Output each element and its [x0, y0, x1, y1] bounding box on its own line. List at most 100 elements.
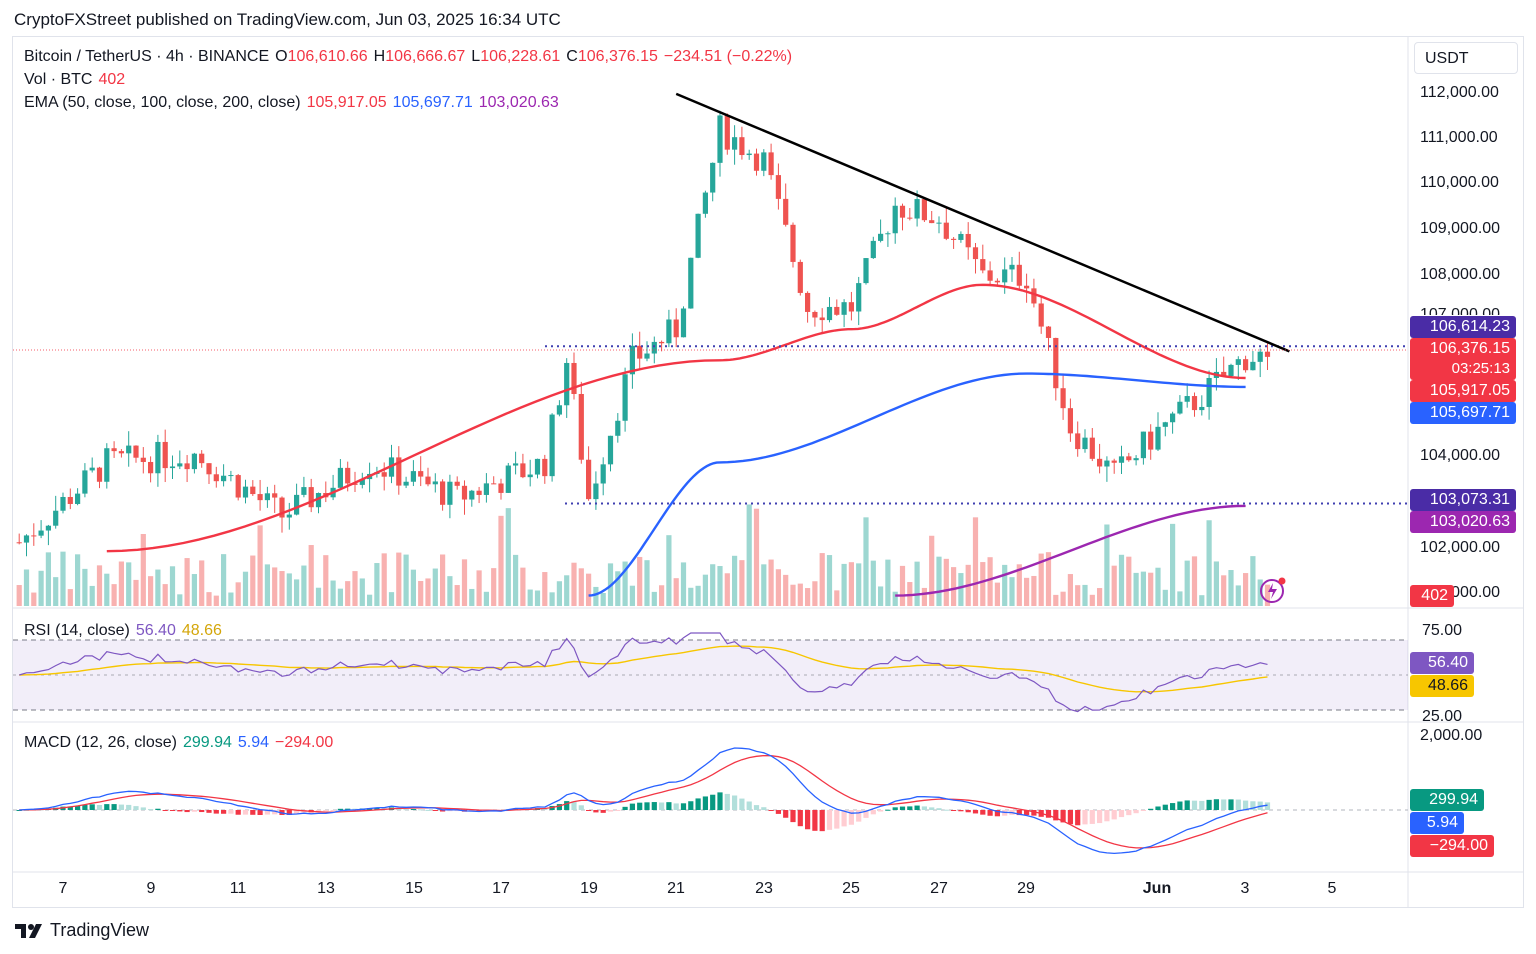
- volume-bar: [958, 573, 964, 606]
- candle-body: [1060, 388, 1066, 409]
- candle-body: [279, 497, 285, 518]
- volume-bar: [491, 568, 497, 606]
- macd-histogram-bar: [440, 810, 446, 812]
- volume-bar: [768, 559, 774, 606]
- candle-body: [1024, 285, 1030, 289]
- volume-bar: [1118, 554, 1125, 606]
- candle-body: [761, 152, 767, 171]
- macd-histogram-bar: [104, 804, 110, 810]
- tradingview-logo-icon: [15, 923, 42, 938]
- macd-histogram-bar: [1067, 810, 1073, 825]
- close-label: C: [566, 48, 578, 65]
- volume-bar: [1045, 552, 1052, 606]
- volume-bar: [987, 557, 993, 606]
- volume-bar: [118, 561, 124, 606]
- footer: TradingView: [14, 920, 149, 941]
- volume-bar: [805, 588, 811, 606]
- volume-bar: [1228, 570, 1234, 606]
- ema-label[interactable]: EMA (50, close, 100, close, 200, close): [24, 94, 301, 111]
- alert-icon[interactable]: [1260, 579, 1284, 603]
- volume-bar: [943, 558, 949, 606]
- macd-histogram-bar: [746, 801, 752, 810]
- macd-histogram-bar: [819, 810, 825, 832]
- macd-histogram-bar: [432, 810, 438, 811]
- volume-bar: [812, 581, 818, 606]
- macd-histogram-bar: [761, 807, 767, 810]
- volume-bar: [848, 562, 854, 606]
- macd-histogram-bar: [1118, 810, 1125, 818]
- macd-histogram-bar: [294, 810, 300, 814]
- macd-histogram-bar: [513, 808, 519, 810]
- volume-bar: [1060, 591, 1066, 606]
- volume-bar: [133, 579, 139, 606]
- macd-histogram-bar: [659, 802, 665, 810]
- candle-body: [16, 542, 22, 544]
- time-label: 15: [405, 880, 423, 897]
- rsi-label[interactable]: RSI (14, close): [24, 622, 130, 639]
- candle-body: [140, 457, 146, 462]
- volume-bar: [1213, 561, 1219, 606]
- candle-body: [622, 374, 628, 421]
- volume-bars: [16, 504, 1271, 606]
- macd-histogram-bar: [67, 806, 73, 810]
- macd-line: [19, 747, 1268, 855]
- price-tick: 110,000.00: [1420, 174, 1499, 191]
- macd-histogram-bar: [710, 794, 716, 810]
- volume-bar: [31, 592, 37, 606]
- volume-bar: [1148, 572, 1154, 606]
- volume-bar: [1264, 584, 1271, 606]
- ema50-line: [106, 283, 1246, 553]
- candle-body: [1067, 408, 1073, 434]
- macd-histogram-bar: [972, 810, 979, 814]
- macd-histogram-bar: [228, 810, 234, 814]
- time-label: 7: [58, 880, 68, 897]
- macd-histogram-bar: [615, 810, 621, 811]
- macd-histogram-bar: [841, 810, 847, 827]
- volume-bar: [425, 578, 431, 606]
- bar-countdown: 03:25:13: [1451, 360, 1510, 377]
- symbol-label[interactable]: Bitcoin / TetherUS · 4h · BINANCE: [24, 48, 270, 65]
- macd-hist-tag: 299.94: [1410, 789, 1484, 811]
- volume-bar: [469, 588, 475, 606]
- candle-body: [213, 474, 219, 482]
- macd-histogram-bar: [929, 807, 935, 810]
- macd-label[interactable]: MACD (12, 26, close): [24, 734, 177, 751]
- price-tick: 109,000.00: [1420, 220, 1501, 237]
- macd-histogram-bar: [1133, 810, 1139, 814]
- legend-ema: EMA (50, close, 100, close, 200, close) …: [24, 94, 559, 112]
- currency-selector[interactable]: USDT: [1414, 42, 1518, 74]
- candle-body: [797, 261, 803, 293]
- candle-body: [783, 198, 789, 225]
- candle-body: [126, 445, 132, 454]
- candle-body: [695, 213, 701, 258]
- macd-histogram-bar: [250, 810, 256, 815]
- macd-histogram-bar: [1060, 810, 1066, 823]
- volume-bar: [315, 587, 322, 606]
- volume-bar: [454, 585, 460, 606]
- time-label: 9: [146, 880, 156, 897]
- candle-body: [286, 514, 292, 518]
- macd-histogram-bar: [805, 810, 811, 830]
- volume-bar: [199, 560, 205, 606]
- candle-body: [1097, 458, 1103, 467]
- macd-histogram-bar: [1053, 810, 1059, 821]
- candle-body: [899, 205, 906, 218]
- volume-label[interactable]: Vol · BTC: [24, 71, 93, 88]
- high-value: 106,666.67: [385, 48, 466, 65]
- change-value: −234.51 (−0.22%): [663, 48, 793, 65]
- volume-bar: [96, 565, 103, 606]
- candle-body: [381, 472, 387, 477]
- brand-name[interactable]: TradingView: [50, 920, 150, 940]
- candle-body: [717, 115, 723, 163]
- volume-bar: [367, 594, 373, 606]
- macd-histogram-bar: [943, 809, 949, 811]
- low-value: 106,228.61: [480, 48, 561, 65]
- legend-volume: Vol · BTC 402: [24, 71, 125, 89]
- volume-bar: [272, 567, 278, 606]
- volume-bar: [892, 591, 898, 606]
- chart-frame: [12, 36, 1524, 908]
- volume-bar: [1002, 564, 1008, 606]
- macd-histogram-bar: [96, 805, 103, 810]
- volume-bar: [16, 585, 22, 606]
